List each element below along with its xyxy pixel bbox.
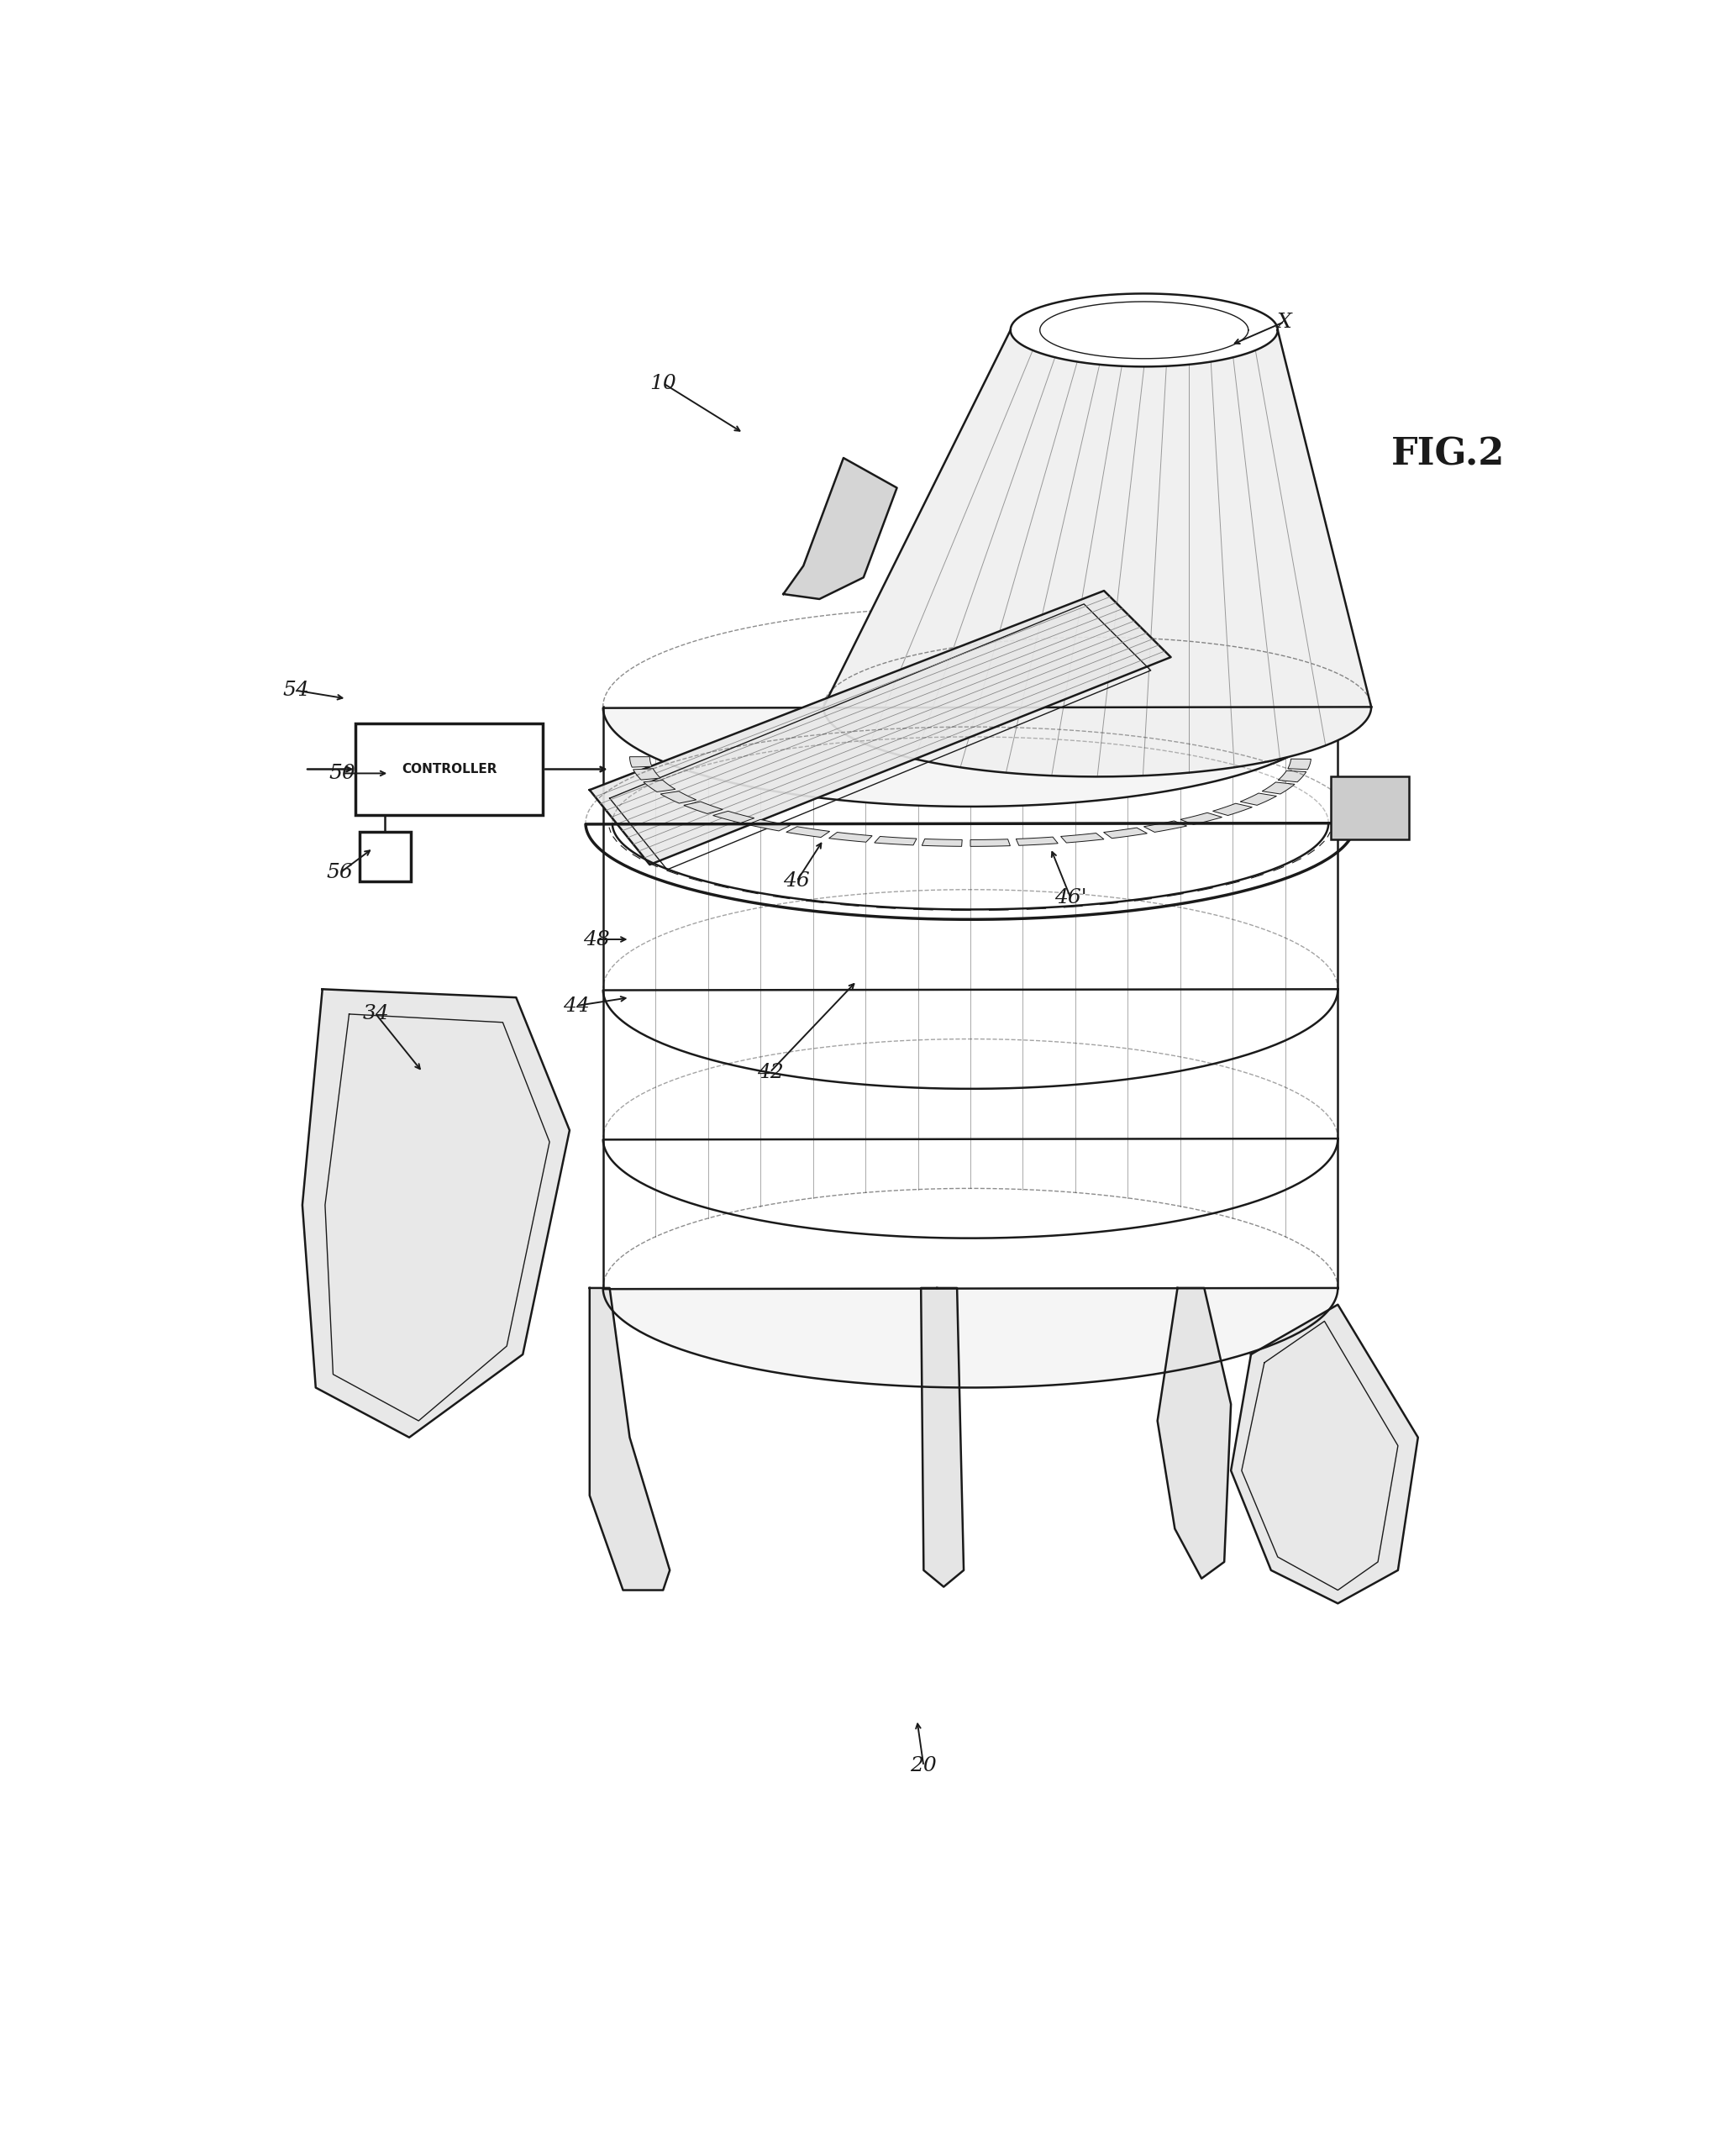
Text: 20: 20 bbox=[910, 1757, 936, 1777]
Polygon shape bbox=[684, 802, 722, 813]
Polygon shape bbox=[590, 1287, 669, 1591]
Polygon shape bbox=[1277, 770, 1307, 783]
Text: 56: 56 bbox=[326, 862, 353, 882]
Polygon shape bbox=[1212, 804, 1252, 815]
Text: 34: 34 bbox=[362, 1005, 390, 1024]
Text: 10: 10 bbox=[650, 373, 676, 392]
Polygon shape bbox=[1015, 837, 1059, 845]
Text: CONTROLLER: CONTROLLER bbox=[402, 763, 497, 776]
Bar bbox=[360, 832, 410, 882]
Text: 46: 46 bbox=[783, 871, 810, 890]
Polygon shape bbox=[824, 330, 1371, 776]
Text: 54: 54 bbox=[283, 681, 309, 701]
Text: X: X bbox=[1277, 313, 1291, 332]
Polygon shape bbox=[971, 839, 1010, 847]
Polygon shape bbox=[1181, 813, 1222, 824]
Polygon shape bbox=[874, 837, 917, 845]
Polygon shape bbox=[660, 791, 696, 804]
Polygon shape bbox=[1288, 759, 1310, 770]
Text: 44: 44 bbox=[564, 996, 590, 1015]
Text: 42: 42 bbox=[757, 1063, 783, 1082]
Polygon shape bbox=[633, 768, 660, 780]
Text: 46': 46' bbox=[1055, 888, 1086, 908]
Polygon shape bbox=[1060, 832, 1103, 843]
Text: 48: 48 bbox=[583, 929, 610, 949]
Polygon shape bbox=[922, 839, 962, 847]
Polygon shape bbox=[714, 811, 753, 824]
Polygon shape bbox=[1262, 783, 1295, 793]
Polygon shape bbox=[1231, 1304, 1417, 1604]
Bar bbox=[355, 724, 543, 815]
Polygon shape bbox=[746, 819, 790, 830]
Polygon shape bbox=[629, 757, 652, 768]
Polygon shape bbox=[603, 707, 1338, 1388]
Polygon shape bbox=[643, 780, 676, 791]
Text: 50: 50 bbox=[329, 763, 355, 783]
Polygon shape bbox=[1143, 821, 1186, 832]
Polygon shape bbox=[921, 1287, 964, 1587]
Polygon shape bbox=[829, 832, 872, 843]
Text: FIG.2: FIG.2 bbox=[1391, 436, 1505, 472]
Polygon shape bbox=[590, 591, 1171, 865]
Bar bbox=[1331, 776, 1409, 841]
Polygon shape bbox=[783, 457, 896, 599]
Polygon shape bbox=[1157, 1287, 1231, 1578]
Polygon shape bbox=[302, 990, 569, 1438]
Polygon shape bbox=[1103, 828, 1146, 839]
Polygon shape bbox=[786, 826, 829, 837]
Polygon shape bbox=[1240, 793, 1276, 804]
